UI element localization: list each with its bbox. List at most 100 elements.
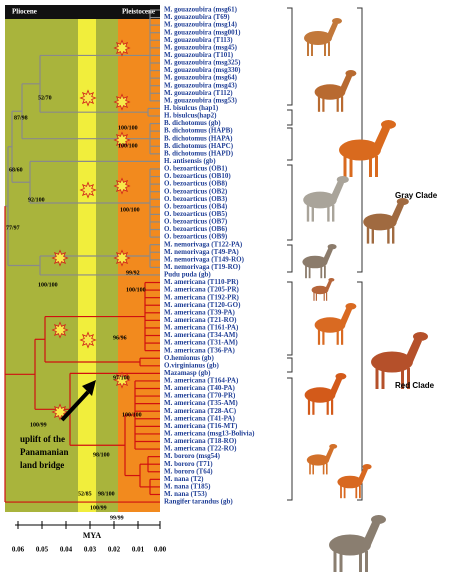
annotation: Panamanian [20,447,69,457]
deer-neck [363,521,380,545]
taxon-label: M. gouazoubira (msg53) [164,96,238,104]
axis-tick-label: 0.03 [84,546,97,554]
taxon-label: M. gouazoubira (msg325) [164,59,241,67]
pliocene-band [96,5,118,512]
deer-neck [330,180,344,200]
deer-neck [339,74,352,92]
deer-neck [325,280,332,290]
deer-body [371,351,413,373]
deer-neck [405,338,422,362]
deer-head [332,18,342,24]
taxon-label: M. americana (T70-PR) [164,392,236,400]
axis-tick-label: 0.05 [36,546,49,554]
taxon-label: M. americana (T35-AM) [164,399,238,407]
taxon-label: O. bezoarticus (OB10) [164,172,231,180]
epoch-header [5,5,160,19]
deer-head [329,444,338,449]
deer-neck [339,307,352,325]
deer-head [413,332,428,341]
calibration-star [51,249,69,267]
taxon-label: M. gouazoubira (msg330) [164,66,241,74]
taxon-label: O. bezoarticus (OB4) [164,202,228,210]
taxon-label: M. bororo (msg54) [164,452,221,460]
taxon-label: M. americana (T205-PR) [164,286,240,294]
taxon-label: O.hemionus (gb) [164,354,214,362]
calibration-star [113,371,131,389]
deer-body [302,255,328,269]
calibration-star [113,131,131,149]
taxon-label: M. bororo (T71) [164,460,213,468]
clade-bracket [287,377,293,501]
taxon-label: B. dichotomus (HAPA) [164,134,233,142]
calibration-star [79,181,97,199]
taxon-label: M. gouazoubira (msg43) [164,81,238,89]
calibration-star [51,321,69,339]
deer-head [371,515,386,524]
calibration-star [113,39,131,57]
land-bridge-band [78,5,96,512]
calibration-star [113,177,131,195]
support-value: 68/60 [9,167,23,173]
deer-head [327,244,337,250]
taxon-label: M. nemorivaga (T122-PA) [164,240,243,248]
deer-head [328,278,335,282]
taxon-label: M. gouazoubira (msg45) [164,43,238,51]
taxon-label: H. bisulcus (hap1) [164,104,219,112]
taxon-label: M. bororo (T64) [164,467,213,475]
deer-body [314,317,346,333]
taxon-label: M. nemorivaga (T49-PA) [164,248,239,256]
support-value: 98/100 [98,491,115,497]
axis-tick-label: 0.04 [60,546,73,554]
deer-head [362,464,372,470]
clade-bracket [287,109,293,126]
taxon-labels: M. gouazoubira (msg61)M. gouazoubira (T6… [164,6,255,506]
taxon-label: B. dichotomus (gb) [164,119,221,127]
clade-bracket [287,357,293,373]
taxon-label: M. nemorivaga (T149-RO) [164,255,245,263]
clade-label: Gray Clade [395,191,438,200]
calibration-star [113,93,131,111]
taxon-label: M. nana (T2) [164,475,204,483]
annotation: land bridge [20,460,64,470]
deer-neck [373,126,390,150]
taxon-label: M. americana (T36-PA) [164,346,235,354]
support-value: 100/100 [118,125,138,131]
taxon-label: H. antisensis (gb) [164,157,216,165]
taxon-label: Pudu puda (gb) [164,271,211,279]
taxon-label: M. nana (T53) [164,490,208,498]
taxon-label: M. gouazoubira (T101) [164,51,234,59]
support-value: 97/100 [113,375,130,381]
deer-neck [358,467,368,482]
deer-body [339,139,381,161]
taxon-label: M. gouazoubira (msg14) [164,21,238,29]
taxon-label: O. bezoarticus (OB1) [164,165,228,173]
taxon-label: M. americana (T41-PA) [164,414,235,422]
arrow [60,390,90,422]
deer-head [396,198,409,206]
taxon-label: Rangifer tarandus (gb) [164,498,233,506]
taxon-label: M. americana (T39-PA) [164,308,235,316]
support-value: 100/99 [90,505,107,511]
taxon-label: M. americana (T22-RO) [164,445,237,453]
clade-bracket [287,164,293,241]
deer-body [314,84,346,100]
taxon-label: M. americana (T110-PR) [164,278,239,286]
support-value: 100/100 [118,143,138,149]
deer-head [336,176,349,184]
taxon-label: O. bezoarticus (OB7) [164,218,228,226]
clade-bracket [287,127,293,161]
taxon-label: M. gouazoubira (msg64) [164,74,238,82]
taxon-label: M. americana (msg13-Bolivia) [164,430,255,438]
support-value: 52/70 [38,95,52,101]
arrow-head [82,380,96,396]
calibration-star [113,249,131,267]
axis-tick-label: 0.02 [108,546,121,554]
deer-body [329,534,371,556]
taxon-label: M. nana (T185) [164,483,211,491]
taxon-label: M. americana (T161-PA) [164,324,239,332]
taxon-label: M. gouazoubira (msg001) [164,28,241,36]
taxon-label: O. bezoarticus (OB2) [164,187,228,195]
clade-bracket [287,7,293,106]
taxon-label: M. americana (T192-PR) [164,293,240,301]
